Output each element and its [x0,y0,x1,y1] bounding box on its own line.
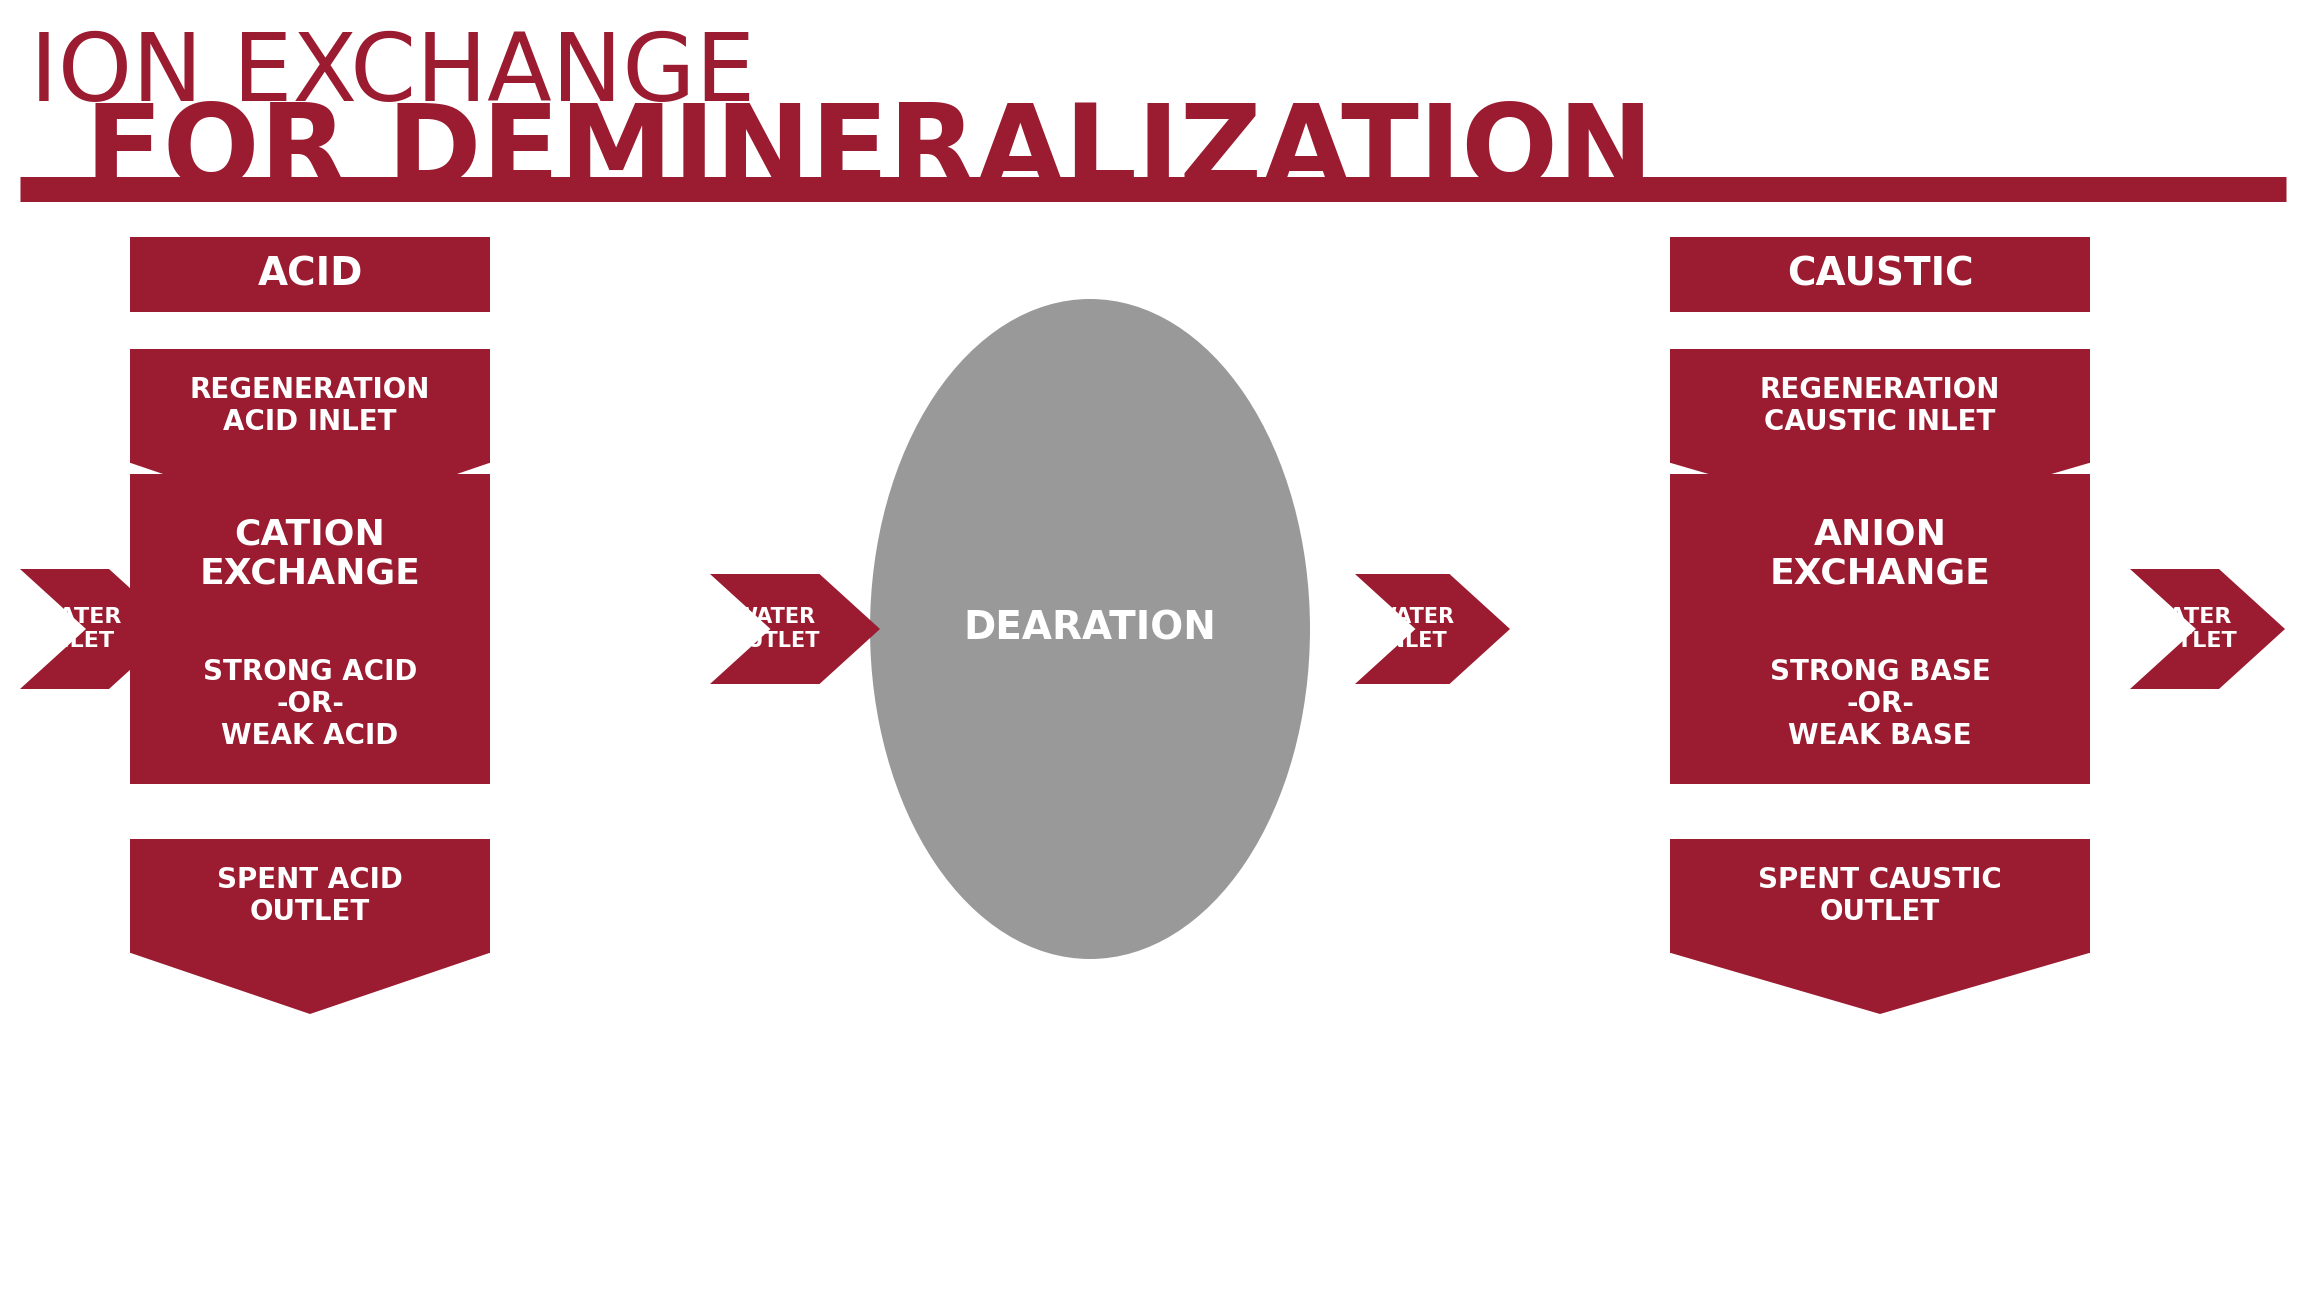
Text: ION EXCHANGE: ION EXCHANGE [30,28,754,122]
Ellipse shape [869,299,1310,959]
Text: WATER
INLET: WATER INLET [35,607,122,651]
Text: ACID: ACID [258,255,362,292]
Bar [129,349,489,463]
Bar [129,237,489,312]
Polygon shape [21,569,175,688]
Polygon shape [129,463,489,524]
Text: WATER
INLET: WATER INLET [1374,607,1455,651]
Text: REGENERATION
ACID INLET: REGENERATION ACID INLET [189,375,431,436]
Text: SPENT CAUSTIC
OUTLET: SPENT CAUSTIC OUTLET [1757,866,2002,927]
Text: WATER
OUTLET: WATER OUTLET [729,607,821,651]
Text: CATION
EXCHANGE: CATION EXCHANGE [201,518,420,590]
Text: STRONG ACID
-OR-
WEAK ACID: STRONG ACID -OR- WEAK ACID [203,657,417,751]
Text: CAUSTIC: CAUSTIC [1787,255,1974,292]
Polygon shape [2131,569,2285,688]
Bar [129,839,489,952]
Bar [1670,237,2089,312]
Text: FOR DEMINERALIZATION: FOR DEMINERALIZATION [85,100,1653,210]
Bar [129,474,489,784]
Text: REGENERATION
CAUSTIC INLET: REGENERATION CAUSTIC INLET [1759,375,1999,436]
Polygon shape [129,952,489,1014]
Polygon shape [710,575,881,685]
Text: ANION
EXCHANGE: ANION EXCHANGE [1769,518,1990,590]
Text: SPENT ACID
OUTLET: SPENT ACID OUTLET [217,866,404,927]
Polygon shape [1670,463,2089,524]
Polygon shape [1670,952,2089,1014]
Bar [1670,839,2089,952]
Text: DEARATION: DEARATION [964,609,1218,648]
Bar [1670,349,2089,463]
Text: WATER
OUTLET: WATER OUTLET [2140,607,2237,651]
Polygon shape [1356,575,1510,685]
Bar [1670,474,2089,784]
Text: STRONG BASE
-OR-
WEAK BASE: STRONG BASE -OR- WEAK BASE [1769,657,1990,751]
